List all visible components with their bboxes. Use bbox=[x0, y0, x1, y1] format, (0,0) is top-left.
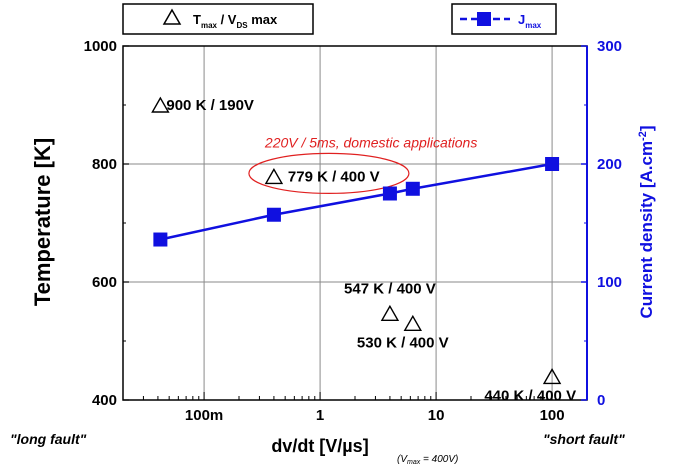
t-point-label-2: 547 K / 400 V bbox=[344, 280, 436, 297]
t-point-label-4: 440 K / 400 V bbox=[484, 387, 576, 404]
y-left-tick-label-0: 400 bbox=[92, 392, 117, 409]
t-point-0 bbox=[151, 96, 170, 113]
legend: Tmax / VDS max Jmax bbox=[122, 3, 557, 35]
t-point-label-3: 530 K / 400 V bbox=[357, 334, 449, 351]
y-right-tick-label-3: 300 bbox=[597, 38, 622, 55]
legend-label-temperature: Tmax / VDS max bbox=[193, 12, 278, 30]
x-axis-label-note: (Vmax = 400V) bbox=[397, 454, 458, 466]
legend-triangle-icon bbox=[162, 8, 182, 25]
highlight-ellipse bbox=[248, 152, 410, 194]
x-axis-label: dv/dt [V/µs] bbox=[271, 436, 368, 456]
x-tick-label-0: 100m bbox=[185, 407, 223, 424]
y-axis-label-left: Temperature [K] bbox=[30, 138, 55, 306]
y-axis-label-right: Current density [A.cm-2] bbox=[637, 125, 656, 318]
t-point-3 bbox=[403, 314, 423, 331]
x-tick-label-2: 10 bbox=[428, 407, 445, 424]
t-point-4 bbox=[542, 367, 562, 385]
x-tick-label-1: 1 bbox=[316, 407, 324, 424]
j-point-4 bbox=[545, 157, 560, 171]
highlight-note: 220V / 5ms, domestic applications bbox=[264, 134, 477, 150]
y-right-tick-label-2: 200 bbox=[597, 156, 622, 173]
t-point-label-1: 779 K / 400 V bbox=[288, 168, 380, 185]
t-point-2 bbox=[380, 304, 400, 321]
legend-box-temperature bbox=[122, 3, 314, 35]
j-point-3 bbox=[405, 181, 420, 196]
y-left-tick-label-3: 1000 bbox=[84, 38, 117, 55]
y-right-tick-label-0: 0 bbox=[597, 392, 605, 409]
legend-label-current: Jmax bbox=[518, 12, 542, 30]
j-point-0 bbox=[153, 232, 168, 247]
t-point-label-0: 900 K / 190V bbox=[166, 97, 254, 114]
plot-area: 100m 1 10 100 400 600 800 1000 0 100 200 300 220V / … bbox=[84, 38, 622, 424]
t-point-1 bbox=[264, 167, 284, 185]
y-left-tick-label-2: 800 bbox=[92, 156, 117, 173]
y-right-tick-label-1: 100 bbox=[597, 274, 622, 291]
y-left-tick-label-1: 600 bbox=[92, 274, 117, 291]
j-point-1 bbox=[266, 207, 281, 222]
x-tick-label-3: 100 bbox=[540, 407, 565, 424]
short-fault-label: "short fault" bbox=[543, 431, 625, 447]
j-point-2 bbox=[382, 186, 397, 201]
long-fault-label: "long fault" bbox=[10, 431, 87, 447]
legend-square-icon bbox=[477, 12, 491, 26]
